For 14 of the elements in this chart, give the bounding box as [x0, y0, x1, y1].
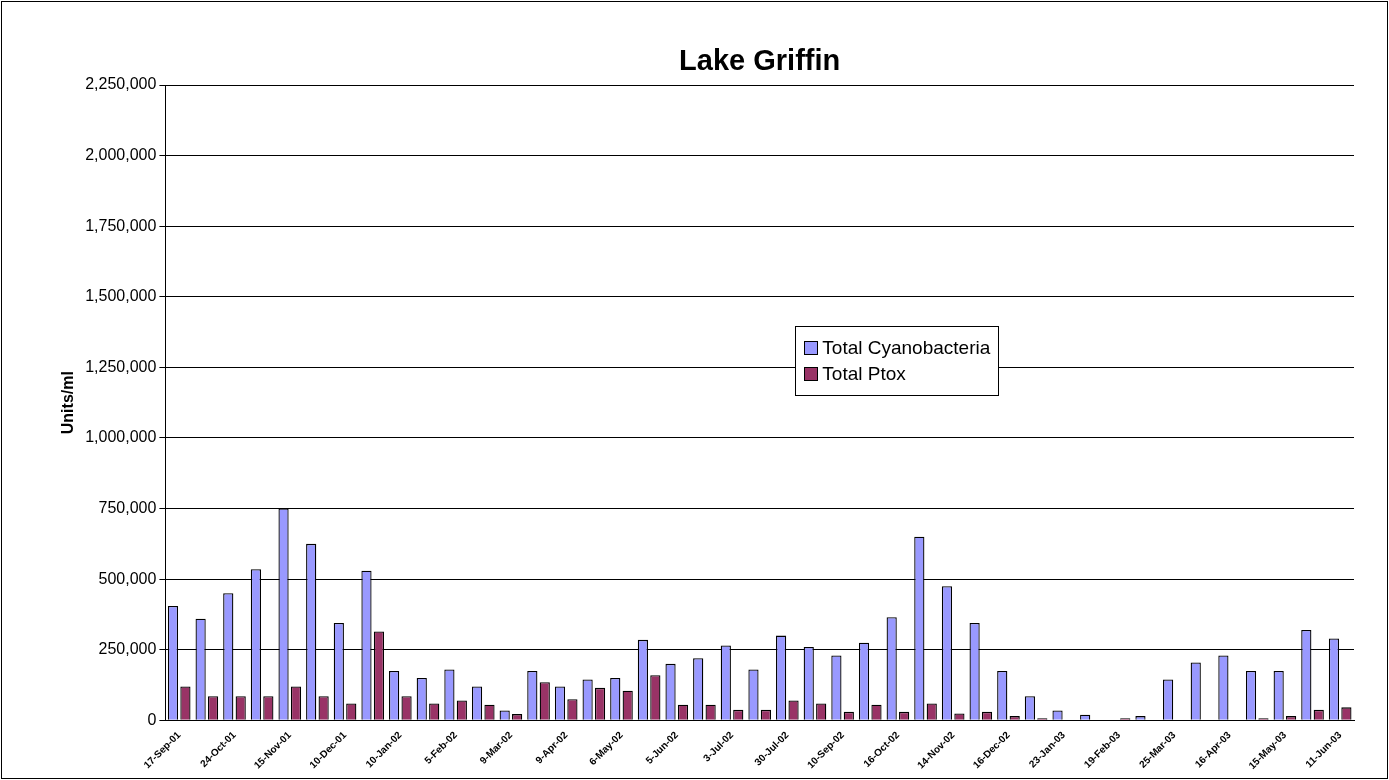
legend-label: Total Ptox [822, 363, 906, 386]
y-tick-label: 1,000,000 [85, 428, 157, 446]
y-tick-label: 250,000 [98, 640, 157, 658]
y-tick-label: 500,000 [98, 569, 157, 587]
y-axis-title: Units/ml [59, 371, 77, 435]
y-tick-label: 2,250,000 [85, 75, 157, 93]
legend-label: Total Cyanobacteria [822, 337, 991, 360]
y-tick-label: 750,000 [98, 498, 157, 516]
chart-title: Lake Griffin [679, 44, 841, 76]
y-tick-label: 1,250,000 [85, 357, 157, 375]
y-tick-label: 0 [147, 710, 157, 728]
y-tick-label: 1,750,000 [85, 216, 157, 234]
y-tick-label: 1,500,000 [85, 287, 157, 305]
y-tick-label: 2,000,000 [85, 146, 157, 163]
